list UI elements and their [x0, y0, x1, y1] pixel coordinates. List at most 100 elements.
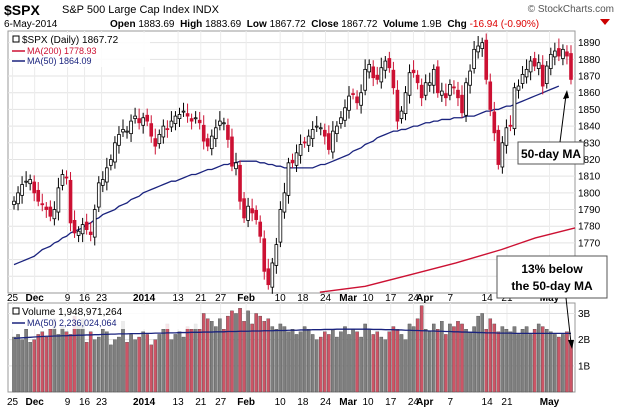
volume-bar-down	[419, 305, 424, 393]
volume-legend: Volume 1,948,971,264 MA(50) 2,236,024,06…	[10, 305, 200, 329]
volume-bar-down	[355, 331, 359, 393]
low-label: Low	[246, 19, 267, 30]
x-tick-label-bottom: 23	[96, 397, 108, 408]
volume-bar-up	[20, 339, 24, 393]
symbol-label: $SPX	[4, 2, 40, 18]
price-y-tick-label: 1770	[578, 238, 601, 249]
volume-bar-up	[214, 326, 218, 393]
volume-bar-down	[318, 336, 323, 393]
x-tick-label-top: 16	[79, 293, 91, 304]
volume-bar-down	[532, 329, 537, 393]
candle-body-up	[286, 162, 291, 196]
ma50-annotation-text: 50-day MA	[521, 147, 581, 161]
volume-bar-down	[496, 331, 501, 393]
x-axis-price: 25 Dec 9 16 23 2014 13 21 27 Feb 10 18 24 Mar 10 17 24Ap…	[7, 293, 560, 304]
candle-body-up	[12, 200, 16, 205]
x-tick-label-top: 23	[96, 293, 108, 304]
candle-body-up	[383, 60, 388, 71]
candle-body-up	[339, 117, 343, 125]
volume-bar-up	[314, 339, 319, 393]
volume-bar-down	[226, 315, 230, 393]
ma50-line-group	[13, 85, 560, 266]
candle-body-down	[242, 198, 246, 219]
x-tick-label-top: 10	[275, 293, 287, 304]
candle-body-down	[460, 94, 464, 114]
legend-vol-ma: MA(50) 2,236,024,064	[27, 318, 117, 328]
candle-body-up	[480, 42, 485, 49]
volume-bar-up	[117, 336, 121, 393]
candle-body-up	[399, 110, 404, 120]
candle-body-down	[355, 96, 359, 104]
volume-bar-down	[456, 321, 460, 393]
price-y-tick-label: 1820	[578, 155, 601, 166]
volume-bar-up	[520, 329, 525, 393]
volume-ma-line	[13, 328, 571, 339]
candle-body-up	[282, 192, 287, 213]
candle-body-up	[553, 50, 557, 58]
volume-annotation-line2: the 50-day MA	[511, 279, 593, 293]
volume-value: 1.9B	[421, 19, 442, 30]
candle-body-down	[197, 119, 202, 124]
volume-bar-up	[359, 336, 363, 393]
candle-body-up	[218, 120, 222, 126]
volume-bar-down	[165, 323, 170, 393]
x-axis-volume: 25 Dec 9 16 23 2014 13 21 27 Feb 10 18 24 Mar 10 17 24Ap…	[7, 397, 560, 408]
volume-bar-down	[375, 331, 380, 393]
volume-bar-up	[423, 329, 428, 393]
volume-bar-down	[444, 334, 448, 393]
candle-body-down	[32, 181, 37, 194]
candle-body-up	[500, 142, 505, 168]
price-grid	[8, 31, 575, 293]
x-tick-label-top: 2014	[133, 293, 156, 304]
candle-body-down	[189, 118, 194, 122]
volume-legend-bg	[10, 305, 200, 329]
price-y-tick-label: 1890	[578, 38, 601, 49]
ma50-annotation-box	[517, 141, 585, 165]
volume-arrow-head-icon	[568, 340, 574, 349]
candle-body-down	[540, 64, 545, 87]
candle-body-up	[544, 65, 549, 84]
volume-bar-up	[133, 339, 137, 393]
x-tick-label-bottom: May	[540, 397, 560, 408]
x-tick-label-top: 17	[385, 293, 397, 304]
volume-bar-down	[197, 329, 202, 393]
candle-body-up	[109, 159, 113, 166]
candle-body-up	[105, 167, 109, 183]
price-y-tick-label: 1850	[578, 105, 601, 116]
volume-bar-up	[210, 321, 214, 393]
volume-ma-group	[13, 328, 571, 339]
x-tick-label-bottom: 14	[482, 397, 494, 408]
volume-bar-down	[488, 318, 493, 393]
x-tick-label-top: 25	[7, 293, 19, 304]
price-y-tick-label: 1880	[578, 55, 601, 66]
legend-ma50: MA(50) 1864.09	[27, 56, 92, 66]
candle-body-up	[335, 125, 339, 135]
candle-body-down	[532, 58, 537, 67]
price-y-tick-label: 1790	[578, 205, 601, 216]
candle-body-down	[201, 124, 206, 142]
volume-bar-down	[48, 329, 53, 393]
volume-bar-up	[294, 334, 299, 393]
volume-bar-down	[44, 336, 49, 393]
candle-body-up	[379, 67, 384, 83]
candle-body-up	[24, 180, 28, 183]
volume-bar-down	[238, 308, 242, 393]
volume-bar-down	[387, 331, 392, 393]
volume-bar-down	[484, 329, 488, 393]
candle-body-up	[214, 127, 218, 140]
candle-body-up	[121, 129, 125, 133]
volume-bar-up	[343, 326, 347, 393]
volume-bar-up	[298, 331, 303, 393]
volume-bar-up	[177, 331, 182, 393]
candle-body-down	[40, 203, 45, 206]
candle-body-up	[193, 117, 198, 120]
x-tick-label-bottom: 21	[195, 397, 207, 408]
volume-bar-up	[339, 331, 343, 393]
volume-bar-up	[113, 339, 117, 393]
volume-bar-down	[36, 334, 40, 393]
volume-bar-up	[157, 334, 162, 393]
candle-body-up	[548, 53, 553, 69]
volume-bar-down	[262, 321, 267, 393]
volume-bar-down	[189, 329, 194, 393]
candle-body-down	[419, 84, 424, 99]
